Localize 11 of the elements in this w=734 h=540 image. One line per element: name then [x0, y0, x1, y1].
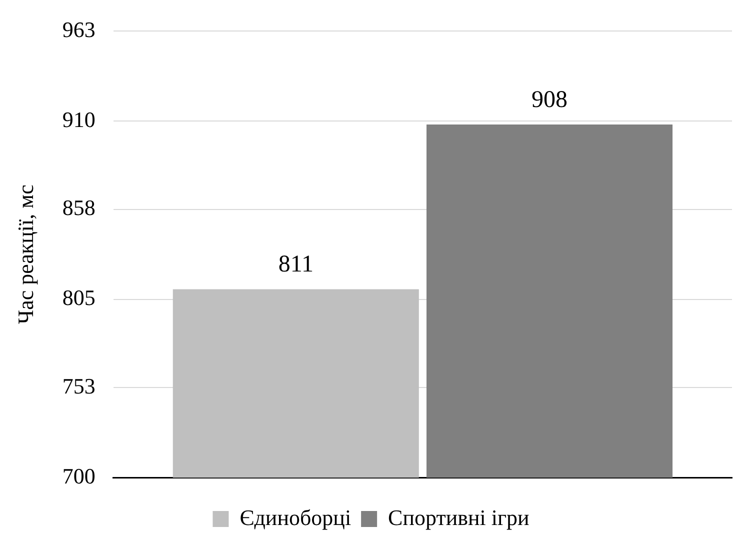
- y-tick-label: 910: [62, 106, 96, 132]
- y-tick-label: 805: [62, 285, 96, 310]
- y-tick-label: 700: [62, 463, 96, 488]
- legend-label: Спортивні ігри: [388, 504, 530, 530]
- y-axis-title: Час реакції, мс: [12, 184, 38, 324]
- y-tick-label: 858: [62, 195, 96, 220]
- legend-label: Єдиноборці: [240, 504, 352, 530]
- data-label: 908: [532, 86, 568, 113]
- y-tick-label: 963: [62, 16, 96, 42]
- y-tick-label: 753: [62, 373, 96, 398]
- data-label: 811: [278, 251, 314, 278]
